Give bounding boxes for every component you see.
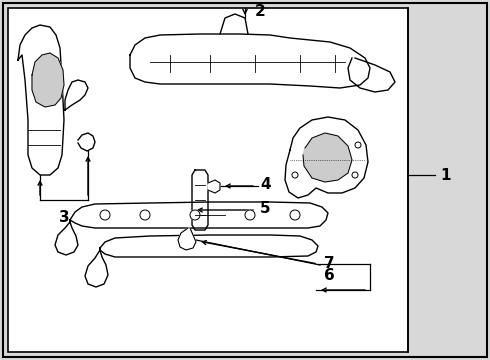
Text: 6: 6 [324,267,335,283]
Polygon shape [192,170,208,230]
Text: 2: 2 [255,4,266,18]
Text: 5: 5 [260,201,270,216]
Circle shape [140,210,150,220]
Circle shape [352,172,358,178]
Text: 7: 7 [324,256,335,271]
Circle shape [290,210,300,220]
Circle shape [292,172,298,178]
Circle shape [245,210,255,220]
Circle shape [355,142,361,148]
Polygon shape [65,80,88,110]
Circle shape [190,210,200,220]
Text: 4: 4 [260,176,270,192]
Polygon shape [303,133,352,182]
Polygon shape [85,250,108,287]
Text: 1: 1 [440,167,450,183]
Polygon shape [18,25,64,175]
Text: 3: 3 [59,210,69,225]
Polygon shape [208,180,220,193]
Polygon shape [70,202,328,228]
Polygon shape [220,14,248,34]
Polygon shape [178,228,196,250]
Polygon shape [348,58,395,92]
Polygon shape [55,222,78,255]
Bar [8,8,408,352]
Polygon shape [130,34,370,88]
Polygon shape [100,235,318,257]
Polygon shape [32,53,64,107]
Polygon shape [285,117,368,198]
Polygon shape [78,133,95,151]
Circle shape [100,210,110,220]
